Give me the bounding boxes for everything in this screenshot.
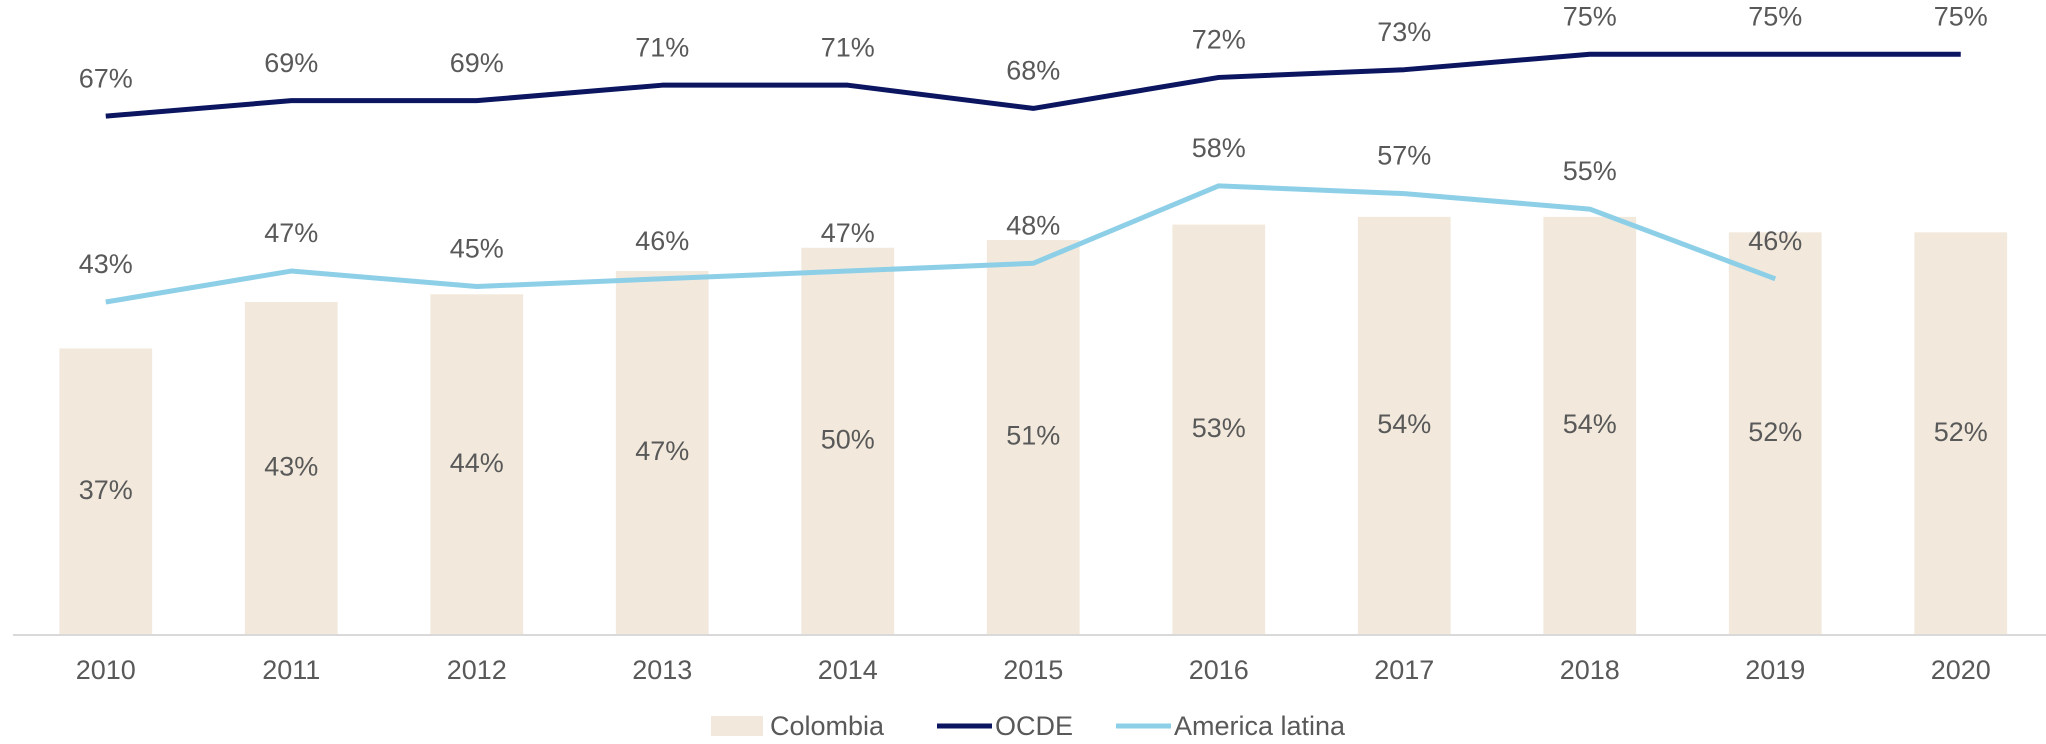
bar xyxy=(986,240,1080,635)
data-label: 67% xyxy=(79,63,133,93)
data-label: 53% xyxy=(1192,413,1246,443)
legend-label: Colombia xyxy=(770,711,885,741)
bar xyxy=(1728,232,1822,635)
line xyxy=(105,51,1961,119)
bar xyxy=(1543,216,1637,635)
data-label: 43% xyxy=(264,452,318,482)
data-label: 54% xyxy=(1563,409,1617,439)
data-label: 58% xyxy=(1192,133,1246,163)
data-label: 57% xyxy=(1377,141,1431,171)
legend-swatch xyxy=(711,716,763,736)
bar xyxy=(1914,232,2008,635)
data-label: 55% xyxy=(1563,156,1617,186)
data-label: 46% xyxy=(635,226,689,256)
data-label: 48% xyxy=(1006,210,1060,240)
data-label: 68% xyxy=(1006,56,1060,86)
x-tick-label: 2014 xyxy=(818,655,878,685)
data-label: 43% xyxy=(79,249,133,279)
x-tick-label: 2017 xyxy=(1374,655,1434,685)
bar xyxy=(615,271,709,635)
data-label: 72% xyxy=(1192,25,1246,55)
data-label: 71% xyxy=(821,32,875,62)
data-label: 52% xyxy=(1934,417,1988,447)
line xyxy=(105,183,1777,305)
bar xyxy=(1357,216,1451,635)
data-label: 75% xyxy=(1748,1,1802,31)
bar xyxy=(801,247,895,635)
x-tick-label: 2012 xyxy=(447,655,507,685)
data-label: 47% xyxy=(264,218,318,248)
legend-label: America latina xyxy=(1174,711,1346,741)
data-label: 69% xyxy=(264,48,318,78)
data-label: 51% xyxy=(1006,421,1060,451)
data-label: 75% xyxy=(1563,1,1617,31)
data-label: 44% xyxy=(450,448,504,478)
data-label: 54% xyxy=(1377,409,1431,439)
bar xyxy=(59,348,153,635)
data-label: 47% xyxy=(821,218,875,248)
data-label: 71% xyxy=(635,32,689,62)
legend-label: OCDE xyxy=(995,711,1073,741)
data-label: 45% xyxy=(450,234,504,264)
bar xyxy=(1172,224,1266,635)
data-label: 73% xyxy=(1377,17,1431,47)
x-tick-label: 2015 xyxy=(1003,655,1063,685)
x-tick-label: 2019 xyxy=(1745,655,1805,685)
x-tick-label: 2020 xyxy=(1931,655,1991,685)
data-label: 52% xyxy=(1748,417,1802,447)
data-label: 46% xyxy=(1748,226,1802,256)
data-label: 37% xyxy=(79,475,133,505)
x-tick-label: 2011 xyxy=(262,655,320,685)
x-tick-label: 2010 xyxy=(76,655,136,685)
data-label: 50% xyxy=(821,425,875,455)
data-label: 75% xyxy=(1934,1,1988,31)
x-tick-label: 2018 xyxy=(1560,655,1620,685)
x-tick-label: 2013 xyxy=(632,655,692,685)
data-label: 47% xyxy=(635,436,689,466)
data-label: 69% xyxy=(450,48,504,78)
bar xyxy=(430,294,524,635)
x-tick-label: 2016 xyxy=(1189,655,1249,685)
bar xyxy=(244,302,338,635)
